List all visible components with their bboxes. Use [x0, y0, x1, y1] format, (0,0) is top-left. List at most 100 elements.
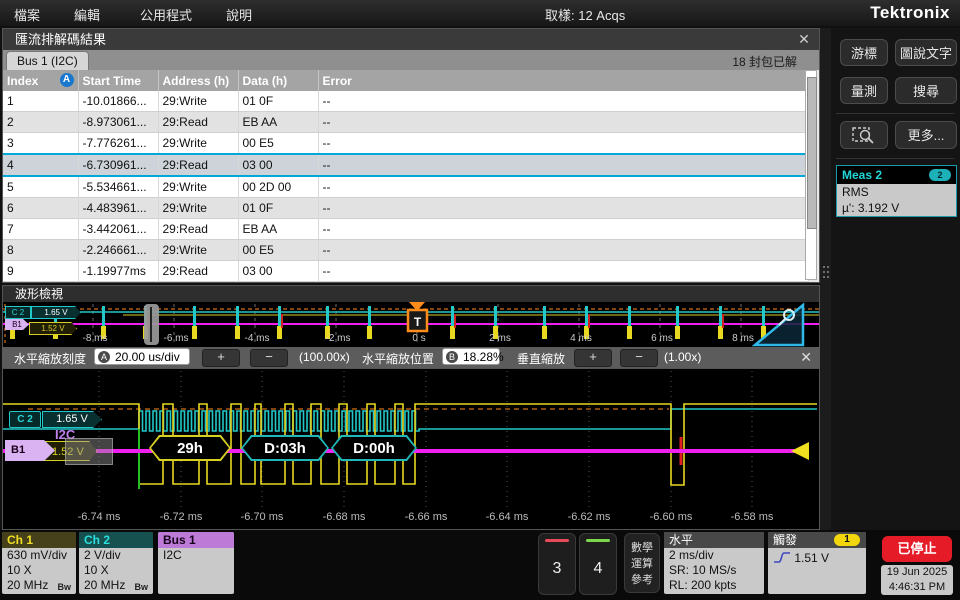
- v-zoom-minus-button[interactable]: −: [620, 349, 658, 367]
- overview-time-label: 4 ms: [570, 333, 592, 344]
- drag-handle[interactable]: [65, 438, 113, 465]
- horizontal-badge[interactable]: 水平 2 ms/div SR: 10 MS/s RL: 200 kpts: [664, 532, 764, 594]
- meas2-type: RMS: [842, 185, 869, 199]
- ch2-scale-badge[interactable]: Ch 2 2 V/div 10 X 20 MHz Bw: [79, 532, 153, 594]
- decode-field-data2[interactable]: D:00h: [331, 435, 417, 461]
- acquisition-status: 取樣: 12 Acqs: [545, 8, 626, 23]
- table-row[interactable]: 9 -1.19977ms 29:Read 03 00 --: [3, 260, 809, 282]
- menu-bar: 檔案 編輯 公用程式 說明 取樣: 12 Acqs Tektronix: [0, 0, 960, 26]
- menu-utility[interactable]: 公用程式: [140, 8, 193, 23]
- table-row[interactable]: 6 -4.483961... 29:Write 01 0F --: [3, 197, 809, 219]
- run-stop-button[interactable]: 已停止: [882, 536, 952, 562]
- zoom-waveform-view[interactable]: 29h D:03h D:00h C 2 1.65 V I2C 1.52 V B1…: [2, 368, 820, 530]
- meas2-count-badge: 2: [929, 169, 951, 181]
- table-row[interactable]: 5 -5.534661... 29:Write 00 2D 00 --: [3, 176, 809, 198]
- ch4-button[interactable]: 4: [579, 533, 617, 595]
- zoom-time-label: -6.68 ms: [322, 511, 366, 523]
- zoom-select-icon: [852, 127, 874, 144]
- h-zoom-scale-label: 水平縮放刻度: [14, 352, 87, 366]
- overview-time-label: 8 ms: [732, 333, 754, 344]
- col-error: Error: [318, 70, 809, 91]
- table-row[interactable]: 2 -8.973061... 29:Read EB AA --: [3, 111, 809, 133]
- bus1-config-badge[interactable]: Bus 1 I2C: [158, 532, 234, 594]
- overview-time-label: -2 ms: [325, 333, 351, 344]
- menu-edit[interactable]: 編輯: [74, 8, 101, 23]
- decode-field-address[interactable]: 29h: [149, 435, 231, 461]
- panel-splitter[interactable]: [820, 28, 831, 530]
- bandwidth-icon: Bw: [134, 582, 149, 592]
- meas2-title: Meas 2: [842, 168, 883, 182]
- zoom-time-label: -6.74 ms: [77, 511, 121, 523]
- decode-field-data1[interactable]: D:03h: [241, 435, 329, 461]
- table-row-selected[interactable]: 4 -6.730961... 29:Read 03 00 --: [3, 153, 809, 177]
- h-zoom-plus-button[interactable]: +: [202, 349, 240, 367]
- measure-button[interactable]: 量測: [840, 77, 888, 104]
- more-button[interactable]: 更多...: [895, 121, 957, 149]
- math-ref-button[interactable]: 數學 運算 參考: [624, 533, 660, 593]
- h-zoom-factor: (100.00x): [299, 350, 350, 364]
- zoom-overview-icon[interactable]: [751, 302, 805, 347]
- v-zoom-label: 垂直縮放: [517, 352, 566, 366]
- h-zoom-position-input[interactable]: B 18.28%: [442, 348, 504, 365]
- zoom-time-label: -6.66 ms: [404, 511, 448, 523]
- badge-a: A: [98, 351, 110, 363]
- cursors-button[interactable]: 游標: [840, 39, 888, 66]
- h-zoom-minus-button[interactable]: −: [250, 349, 288, 367]
- col-start-time: Start Time: [78, 70, 159, 91]
- menu-file[interactable]: 檔案: [14, 8, 41, 23]
- zoom-time-label: -6.72 ms: [159, 511, 203, 523]
- meas2-badge[interactable]: Meas 2 2 RMS µ': 3.192 V: [836, 165, 957, 217]
- waveform-overview[interactable]: T C 2 1.65 V B1 1.52 V -8 ms -6 ms -4 ms…: [2, 302, 820, 347]
- rising-edge-icon: [774, 552, 790, 563]
- ch1-scale-badge[interactable]: Ch 1 630 mV/div 10 X 20 MHz Bw: [2, 532, 76, 594]
- h-zoom-position-label: 水平縮放位置: [362, 352, 435, 366]
- meas2-value: µ': 3.192 V: [842, 201, 900, 215]
- overview-bus1-badge[interactable]: B1: [5, 319, 29, 330]
- zoom-time-label: -6.70 ms: [240, 511, 284, 523]
- table-row[interactable]: 7 -3.442061... 29:Read EB AA --: [3, 218, 809, 240]
- zoom-time-label: -6.60 ms: [649, 511, 693, 523]
- overview-ch2-badge[interactable]: C 2: [5, 306, 31, 319]
- overview-time-label: 0 s: [412, 333, 426, 344]
- scrollbar-thumb[interactable]: [807, 77, 817, 229]
- h-zoom-scale-input[interactable]: A 20.00 us/div: [94, 348, 190, 365]
- overview-time-label: -6 ms: [163, 333, 189, 344]
- table-header-row: Index A Start Time Address (h) Data (h) E…: [3, 70, 809, 91]
- zoom-controls-bar: 水平縮放刻度 A 20.00 us/div + − (100.00x) 水平縮放…: [2, 347, 820, 368]
- tab-bus1-i2c[interactable]: Bus 1 (I2C): [6, 51, 89, 71]
- col-address: Address (h): [158, 70, 239, 91]
- bandwidth-icon: Bw: [57, 582, 72, 592]
- ch2-level-tag[interactable]: 1.65 V: [42, 411, 102, 428]
- overview-ch2-level-tag[interactable]: 1.65 V: [31, 306, 81, 319]
- source-a-badge: A: [59, 73, 74, 87]
- datetime-display: 19 Jun 2025 4:46:31 PM: [881, 565, 953, 595]
- right-sidebar: 游標 圖說文字 量測 搜尋 更多... Meas 2 2 RMS µ': 3.1…: [831, 28, 960, 530]
- bus1-badge[interactable]: B1: [5, 440, 55, 461]
- col-index: Index: [7, 73, 39, 88]
- table-scrollbar[interactable]: [805, 70, 817, 280]
- waveform-view-title: 波形檢視: [2, 285, 820, 302]
- zoom-select-button[interactable]: [840, 121, 888, 149]
- trigger-badge[interactable]: 觸發 1 1.51 V: [768, 532, 866, 594]
- table-row[interactable]: 3 -7.776261... 29:Write 00 E5 --: [3, 132, 809, 155]
- close-icon[interactable]: ✕: [798, 31, 810, 47]
- overview-time-label: 6 ms: [651, 333, 673, 344]
- ch3-button[interactable]: 3: [538, 533, 576, 595]
- callout-button[interactable]: 圖說文字: [895, 39, 957, 66]
- zoom-time-label: -6.58 ms: [730, 511, 774, 523]
- v-zoom-plus-button[interactable]: +: [574, 349, 612, 367]
- overview-time-label: 2 ms: [489, 333, 511, 344]
- decode-table: Index A Start Time Address (h) Data (h) E…: [3, 70, 809, 282]
- table-row[interactable]: 1 -10.01866... 29:Write 01 0F --: [3, 91, 809, 112]
- ch2-badge[interactable]: C 2: [9, 411, 41, 428]
- menu-help[interactable]: 說明: [226, 8, 253, 23]
- svg-text:T: T: [414, 315, 422, 329]
- table-row[interactable]: 8 -2.246661... 29:Write 00 E5 --: [3, 239, 809, 261]
- overview-time-label: -8 ms: [82, 333, 108, 344]
- search-button[interactable]: 搜尋: [895, 77, 957, 104]
- zoom-time-label: -6.62 ms: [567, 511, 611, 523]
- trigger-marker[interactable]: T: [406, 302, 429, 333]
- overview-ch1-level-tag[interactable]: 1.52 V: [29, 322, 77, 335]
- zoom-close-icon[interactable]: ✕: [800, 349, 812, 365]
